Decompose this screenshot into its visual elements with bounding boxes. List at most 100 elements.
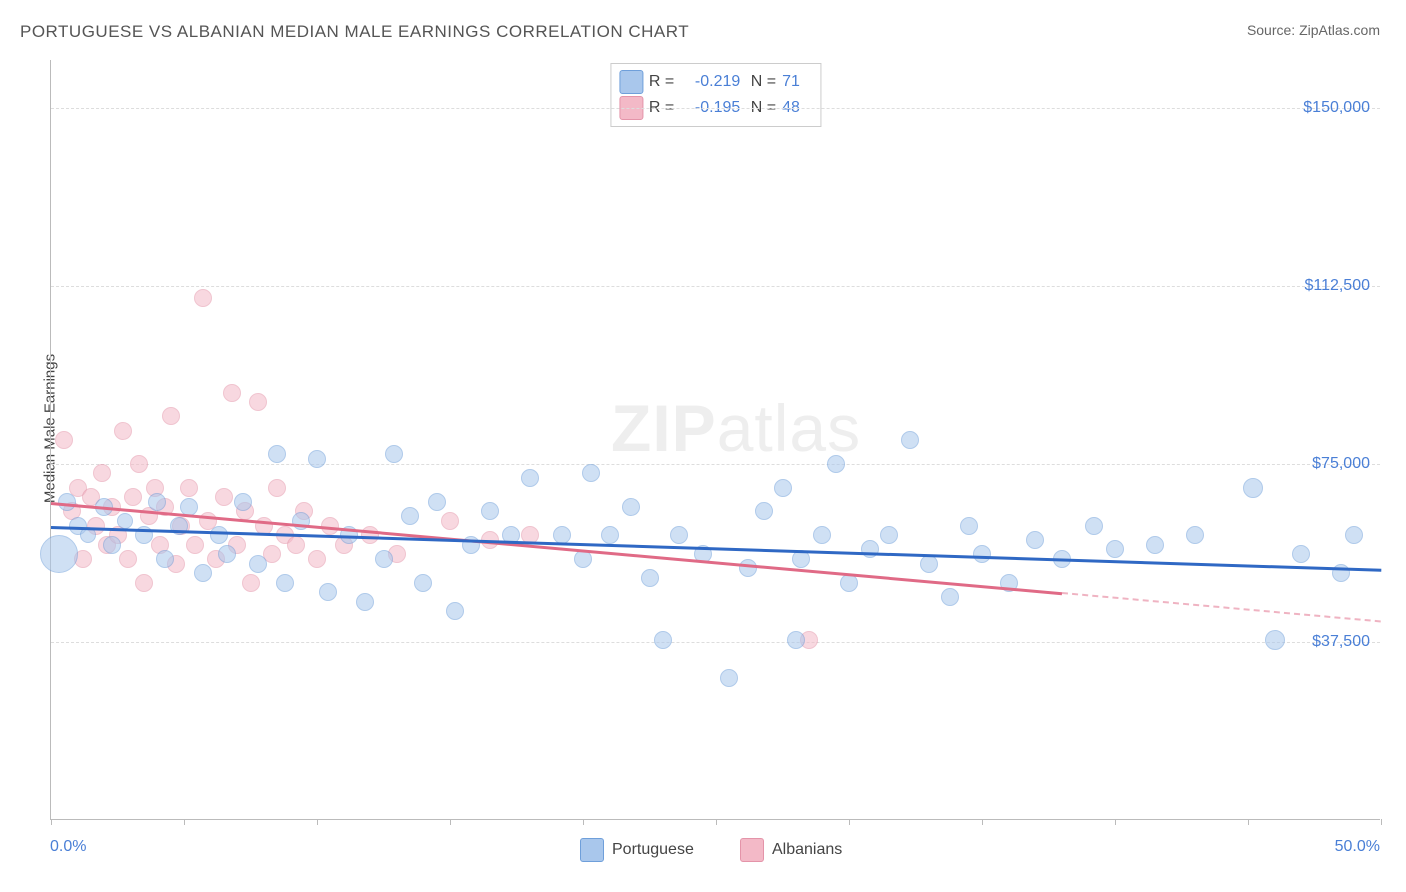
x-tick: [583, 819, 584, 825]
scatter-point-portuguese: [880, 526, 898, 544]
scatter-point-portuguese: [1243, 478, 1263, 498]
scatter-point-albanians: [186, 536, 204, 554]
scatter-point-portuguese: [1026, 531, 1044, 549]
x-tick: [716, 819, 717, 825]
scatter-point-albanians: [55, 431, 73, 449]
r-label: R =: [649, 73, 674, 91]
x-tick: [317, 819, 318, 825]
n-value-portuguese: 71: [782, 73, 812, 91]
source-label: Source: ZipAtlas.com: [1247, 22, 1380, 38]
scatter-point-portuguese: [920, 555, 938, 573]
scatter-point-albanians: [162, 407, 180, 425]
series-legend-portuguese: Portuguese: [580, 838, 694, 862]
scatter-point-portuguese: [670, 526, 688, 544]
scatter-point-portuguese: [1085, 517, 1103, 535]
scatter-point-portuguese: [601, 526, 619, 544]
x-tick: [982, 819, 983, 825]
chart-title: PORTUGUESE VS ALBANIAN MEDIAN MALE EARNI…: [20, 22, 689, 42]
scatter-point-albanians: [130, 455, 148, 473]
scatter-point-portuguese: [308, 450, 326, 468]
scatter-point-albanians: [242, 574, 260, 592]
scatter-point-portuguese: [1106, 540, 1124, 558]
legend-label-portuguese: Portuguese: [612, 841, 694, 859]
scatter-point-portuguese: [1146, 536, 1164, 554]
scatter-point-portuguese: [720, 669, 738, 687]
y-tick-label: $75,000: [1312, 455, 1370, 473]
scatter-point-portuguese: [739, 559, 757, 577]
gridline: [51, 286, 1380, 287]
scatter-point-albanians: [194, 289, 212, 307]
x-axis-min-label: 0.0%: [50, 838, 86, 856]
scatter-point-portuguese: [356, 593, 374, 611]
gridline: [51, 108, 1380, 109]
x-tick: [184, 819, 185, 825]
scatter-point-portuguese: [446, 602, 464, 620]
x-axis-max-label: 50.0%: [1335, 838, 1380, 856]
scatter-point-portuguese: [268, 445, 286, 463]
scatter-point-portuguese: [194, 564, 212, 582]
scatter-point-portuguese: [319, 583, 337, 601]
scatter-plot-area: ZIPatlas R = -0.219 N = 71 R = -0.195 N …: [50, 60, 1380, 820]
scatter-point-portuguese: [481, 502, 499, 520]
scatter-point-portuguese: [1265, 630, 1285, 650]
scatter-point-portuguese: [58, 493, 76, 511]
scatter-point-portuguese: [960, 517, 978, 535]
scatter-point-albanians: [135, 574, 153, 592]
scatter-point-portuguese: [641, 569, 659, 587]
scatter-point-portuguese: [249, 555, 267, 573]
gridline: [51, 464, 1380, 465]
scatter-point-portuguese: [973, 545, 991, 563]
x-tick: [51, 819, 52, 825]
swatch-albanians: [740, 838, 764, 862]
y-tick-label: $37,500: [1312, 633, 1370, 651]
r-value-portuguese: -0.219: [680, 73, 740, 91]
scatter-point-albanians: [249, 393, 267, 411]
scatter-point-portuguese: [774, 479, 792, 497]
series-legend-albanians: Albanians: [740, 838, 842, 862]
watermark-light: atlas: [717, 391, 861, 465]
scatter-point-portuguese: [1186, 526, 1204, 544]
x-tick: [1115, 819, 1116, 825]
scatter-point-portuguese: [276, 574, 294, 592]
scatter-point-albanians: [180, 479, 198, 497]
scatter-point-portuguese: [117, 513, 133, 529]
scatter-point-albanians: [223, 384, 241, 402]
x-tick: [1381, 819, 1382, 825]
watermark: ZIPatlas: [611, 390, 861, 466]
scatter-point-portuguese: [813, 526, 831, 544]
scatter-point-portuguese: [210, 526, 228, 544]
legend-label-albanians: Albanians: [772, 841, 842, 859]
scatter-point-portuguese: [156, 550, 174, 568]
scatter-point-portuguese: [521, 469, 539, 487]
x-tick: [1248, 819, 1249, 825]
y-tick-label: $112,500: [1304, 277, 1370, 295]
x-tick: [849, 819, 850, 825]
scatter-point-portuguese: [234, 493, 252, 511]
scatter-point-albanians: [119, 550, 137, 568]
scatter-point-portuguese: [103, 536, 121, 554]
scatter-point-albanians: [441, 512, 459, 530]
scatter-point-albanians: [114, 422, 132, 440]
y-tick-label: $150,000: [1303, 99, 1370, 117]
scatter-point-portuguese: [385, 445, 403, 463]
scatter-point-portuguese: [827, 455, 845, 473]
scatter-point-albanians: [361, 526, 379, 544]
scatter-point-portuguese: [414, 574, 432, 592]
y-axis-label-container: Median Male Earnings: [0, 60, 50, 820]
n-label: N =: [746, 73, 776, 91]
scatter-point-portuguese: [861, 540, 879, 558]
scatter-point-albanians: [124, 488, 142, 506]
trendline-extrapolation-albanians: [1062, 592, 1381, 622]
watermark-bold: ZIP: [611, 391, 717, 465]
scatter-point-albanians: [268, 479, 286, 497]
correlation-legend: R = -0.219 N = 71 R = -0.195 N = 48: [610, 63, 821, 127]
legend-row-portuguese: R = -0.219 N = 71: [619, 70, 812, 94]
x-tick: [450, 819, 451, 825]
scatter-point-portuguese: [622, 498, 640, 516]
scatter-point-portuguese: [148, 493, 166, 511]
scatter-point-portuguese: [218, 545, 236, 563]
scatter-point-portuguese: [401, 507, 419, 525]
scatter-point-portuguese: [755, 502, 773, 520]
scatter-point-portuguese: [428, 493, 446, 511]
scatter-point-portuguese: [787, 631, 805, 649]
